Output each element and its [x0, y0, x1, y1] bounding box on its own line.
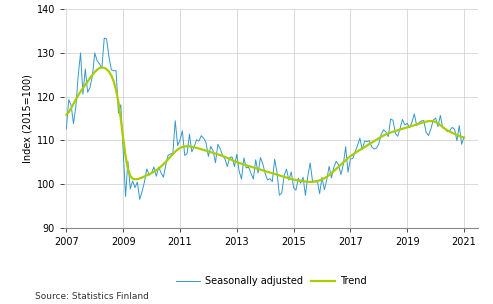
Seasonally adjusted — [64, 127, 70, 131]
Trend — [222, 155, 228, 159]
Text: Source: Statistics Finland: Source: Statistics Finland — [35, 292, 148, 301]
Trend — [407, 125, 413, 128]
Line: Trend: Trend — [67, 67, 464, 182]
Trend — [386, 132, 391, 135]
Trend — [307, 180, 313, 184]
Y-axis label: Index (2015=100): Index (2015=100) — [22, 74, 33, 163]
Seasonally adjusted — [137, 198, 142, 201]
Seasonally adjusted — [175, 144, 180, 147]
Seasonally adjusted — [447, 129, 453, 132]
Seasonally adjusted — [386, 135, 391, 138]
Trend — [99, 66, 105, 69]
Line: Seasonally adjusted: Seasonally adjusted — [67, 38, 464, 199]
Seasonally adjusted — [407, 126, 413, 130]
Trend — [447, 130, 453, 133]
Legend: Seasonally adjusted, Trend: Seasonally adjusted, Trend — [172, 272, 370, 290]
Trend — [378, 135, 384, 139]
Trend — [461, 136, 467, 139]
Seasonally adjusted — [461, 135, 467, 139]
Trend — [172, 150, 178, 154]
Seasonally adjusted — [224, 165, 230, 168]
Seasonally adjusted — [378, 133, 384, 136]
Trend — [64, 113, 70, 116]
Seasonally adjusted — [101, 36, 107, 40]
